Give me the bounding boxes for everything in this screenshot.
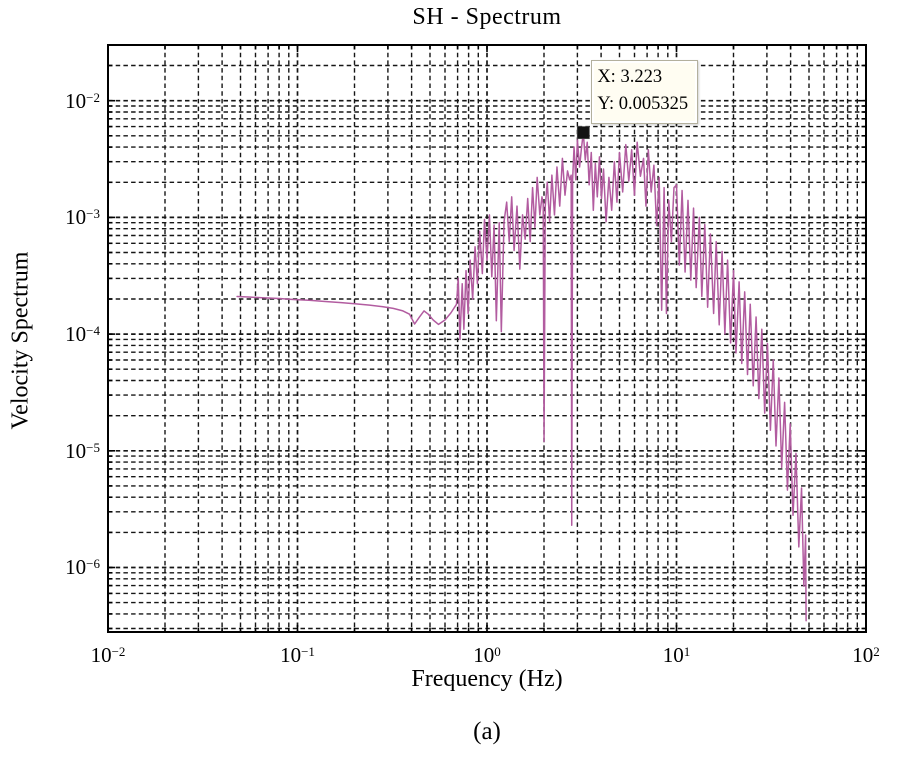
x-axis-label: Frequency (Hz) <box>411 666 563 692</box>
x-tick-label: 102 <box>852 643 880 667</box>
datatip-y-value: Y: 0.005325 <box>597 93 689 114</box>
spectrum-curve <box>236 131 807 622</box>
y-tick-label: 10−3 <box>65 205 100 230</box>
datatip-marker <box>576 126 590 140</box>
datatip-x-value: X: 3.223 <box>597 66 663 87</box>
y-tick-label: 10−6 <box>65 555 100 580</box>
y-tick-label: 10−4 <box>65 322 100 347</box>
datatip[interactable]: X: 3.223 Y: 0.005325 <box>591 59 699 124</box>
subfigure-caption: (a) <box>473 718 501 745</box>
chart-title: SH - Spectrum <box>412 4 562 30</box>
x-tick-label: 100 <box>473 643 501 667</box>
x-tick-label: 10−2 <box>90 643 126 667</box>
x-tick-label: 101 <box>662 643 691 667</box>
y-tick-label: 10−5 <box>65 438 100 463</box>
x-tick-label: 10−1 <box>280 643 315 667</box>
y-tick-label: 10−2 <box>65 88 100 113</box>
